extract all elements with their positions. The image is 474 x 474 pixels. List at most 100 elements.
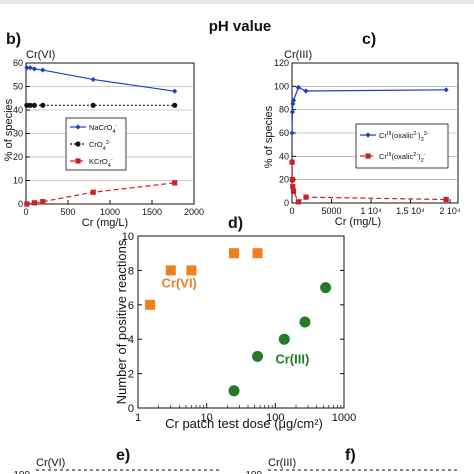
chart-e-title: Cr(VI) [36, 457, 65, 469]
legend-marker [75, 158, 81, 164]
legend-entry: CrIII(oxalic2-)33- [379, 131, 429, 143]
plot-frame [137, 235, 345, 409]
x-tick-label: 1 [135, 412, 141, 424]
x-tick-label: 0 [23, 207, 28, 217]
legend-entry: CrIII(oxalic2-)2- [379, 152, 426, 164]
y-tick-label: 60 [279, 128, 289, 138]
y-tick-label: 40 [279, 151, 289, 161]
data-point [90, 76, 96, 83]
top-strip [0, 0, 474, 4]
legend-box [355, 123, 449, 169]
legend-entry: KCrO4- [89, 157, 113, 169]
series-line-2 [26, 182, 175, 205]
chart-b-ylabel: % of species [3, 98, 15, 161]
panel-label-d: d) [228, 215, 243, 232]
data-point-criii [252, 350, 264, 362]
x-tick-label: 1000 [100, 207, 120, 217]
chart-b: 0 10 20 30 40 50 60 0 500 1000 1500 2000 NaCrO4- CrO4… [13, 58, 204, 217]
data-point [303, 88, 309, 94]
chart-c-title: Cr(III) [284, 49, 312, 61]
legend: NaCrO4- CrO42- KCrO4- [65, 117, 127, 171]
data-point [443, 196, 449, 203]
data-point [295, 84, 301, 91]
y-tick-label: 80 [279, 105, 289, 115]
data-point-crvi [228, 248, 239, 259]
y-tick-label: 40 [13, 105, 23, 115]
y-tick-label: 4 [128, 334, 134, 346]
chart-f-tick: 100 [245, 470, 262, 474]
data-point-criii [299, 316, 311, 328]
data-point [31, 102, 37, 108]
data-point [90, 189, 96, 195]
data-point [27, 102, 33, 108]
data-point [303, 194, 309, 200]
data-point [289, 177, 295, 183]
chart-c-ylabel: % of species [263, 105, 275, 168]
annotation-label: Cr(III) [275, 351, 309, 366]
data-point [289, 130, 295, 136]
legend-marker [365, 132, 371, 138]
y-tick-label: 6 [128, 300, 134, 312]
legend: CrIII(oxalic2-)33- CrIII(oxalic2-)2- [355, 123, 449, 169]
y-tick-label: 30 [13, 129, 23, 139]
y-tick-label: 0 [284, 198, 289, 208]
y-tick-label: 100 [274, 81, 289, 91]
y-tick-label: 60 [13, 58, 23, 68]
chart-e-tick: 100 [13, 470, 30, 474]
x-tick-label: 10 [201, 412, 213, 424]
panel-label-c: c) [362, 31, 376, 48]
data-point [27, 65, 33, 71]
x-tick-label: 1000 [332, 412, 356, 424]
y-tick-label: 20 [279, 175, 289, 185]
x-tick-label: 2 10⁴ [439, 206, 461, 216]
data-point-criii [228, 385, 240, 397]
legend-entry: CrO42- [89, 140, 111, 152]
data-point [40, 67, 46, 73]
data-point-crvi [252, 248, 263, 259]
y-tick-label: 120 [274, 58, 289, 68]
data-point-crvi [165, 265, 176, 276]
data-point [290, 97, 297, 103]
data-point [24, 65, 30, 71]
panel-label-b: b) [6, 31, 21, 48]
panel-label-e: e) [116, 447, 130, 464]
chart-d: 0 2 4 6 8 10 1 10 100 1000 Cr(VI) Cr(III) [122, 231, 356, 424]
chart-c-xlabel: Cr (mg/L) [335, 216, 381, 228]
y-tick-label: 10 [122, 231, 134, 243]
data-point [289, 159, 295, 165]
data-point [289, 109, 295, 115]
chart-b-title: Cr(VI) [26, 49, 55, 61]
y-tick-label: 2 [128, 369, 134, 381]
series-line-0 [26, 67, 175, 92]
data-point [290, 188, 297, 194]
data-point [40, 102, 46, 108]
y-tick-label: 50 [13, 82, 23, 92]
x-tick-label: 5000 [322, 206, 342, 216]
x-tick-label: 100 [266, 412, 284, 424]
data-point [31, 200, 37, 206]
x-tick-label: 1 10⁴ [360, 206, 382, 216]
data-point-crvi [145, 299, 156, 310]
x-tick-label: 500 [60, 207, 75, 217]
x-tick-label: 1500 [142, 207, 162, 217]
legend-entry: NaCrO4- [89, 123, 117, 135]
data-point-criii [320, 282, 332, 294]
data-point [290, 184, 296, 190]
legend-marker [365, 153, 371, 159]
data-point-crvi [186, 265, 197, 276]
y-tick-label: 0 [128, 403, 134, 415]
data-point-criii [278, 333, 290, 345]
data-point [295, 199, 301, 205]
data-point [31, 66, 37, 72]
data-point [40, 199, 46, 205]
annotation-label: Cr(VI) [162, 276, 197, 291]
x-tick-label: 1.5 10⁴ [396, 206, 425, 216]
y-tick-label: 10 [13, 176, 23, 186]
data-point [172, 88, 178, 94]
chart-c: 0 20 40 60 80 100 120 0 5000 1 10⁴ 1.5 10⁴ 2 10⁴ CrI… [274, 58, 461, 216]
top-label: pH value [209, 18, 272, 35]
data-point [172, 180, 178, 186]
chart-f-title: Cr(III) [268, 457, 296, 469]
data-point [290, 101, 296, 107]
